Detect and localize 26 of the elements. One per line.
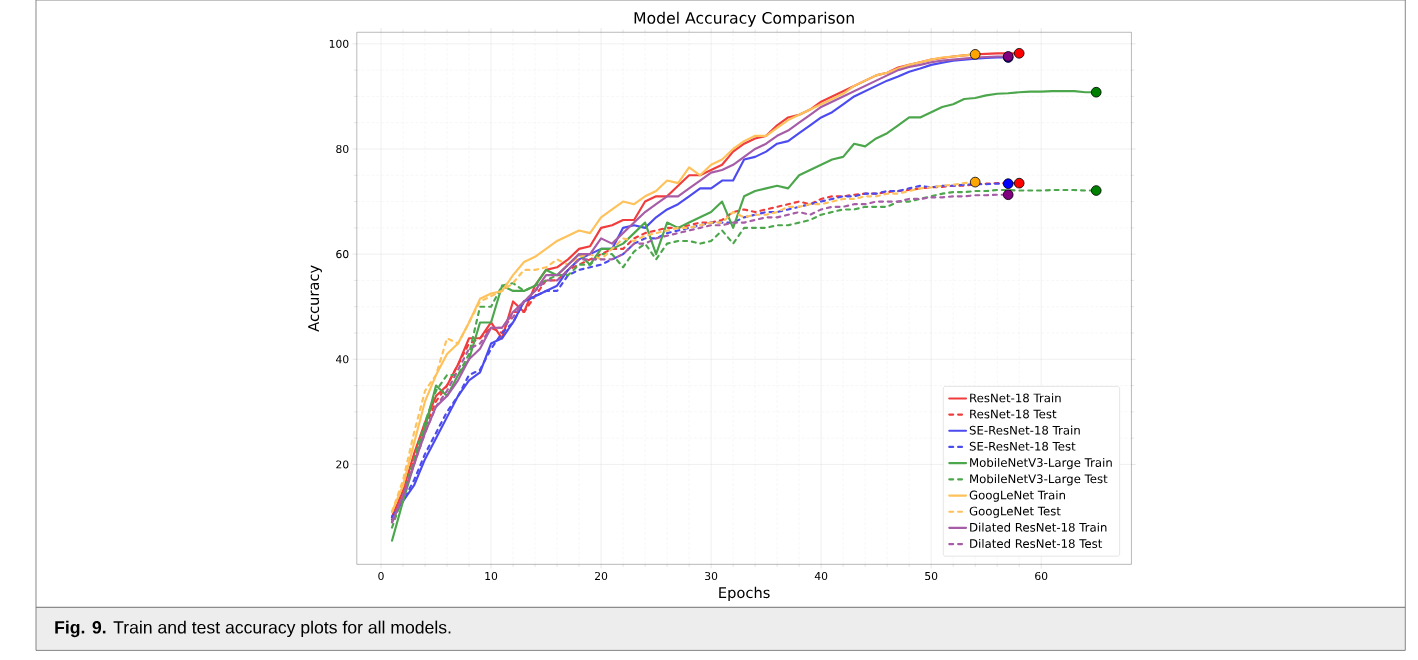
x-tick-label: 0 [378, 571, 384, 581]
x-tick-label: 40 [814, 571, 828, 581]
y-tick-label: 60 [336, 249, 349, 259]
chart-title: Model Accuracy Comparison [634, 11, 854, 27]
legend-label: ResNet-18 Test [970, 409, 1057, 419]
x-tick-label: 10 [485, 571, 498, 581]
legend-label: ResNet-18 Train [970, 393, 1061, 403]
legend-label: SE-ResNet-18 Train [969, 425, 1080, 435]
y-axis-title: Accuracy [308, 265, 322, 332]
y-tick-label: 80 [336, 144, 349, 153]
x-tick-label: 30 [705, 571, 718, 581]
y-tick-label: 40 [336, 355, 349, 364]
y-tick-label: 100 [329, 39, 349, 48]
x-tick-label: 60 [1035, 571, 1048, 581]
text: Fig. 9. Train and test accuracy plots for all models. [55, 620, 451, 638]
y-tick-label: 20 [336, 460, 349, 469]
legend-label: MobileNetV3-Large Train [970, 457, 1112, 470]
x-axis-title: Epochs [719, 586, 770, 601]
x-tick-label: 20 [595, 571, 608, 581]
legend-label: GoogLeNet Train [969, 490, 1065, 502]
legend-label: Dilated ResNet-18 Train [970, 522, 1107, 532]
legend-label: Dilated ResNet-18 Test [970, 538, 1103, 548]
legend-label: GoogLeNet Test [969, 506, 1061, 518]
legend-label: SE-ResNet-18 Test [969, 441, 1076, 451]
legend-label: MobileNetV3-Large Test [970, 474, 1108, 486]
x-tick-label: 50 [925, 571, 938, 581]
